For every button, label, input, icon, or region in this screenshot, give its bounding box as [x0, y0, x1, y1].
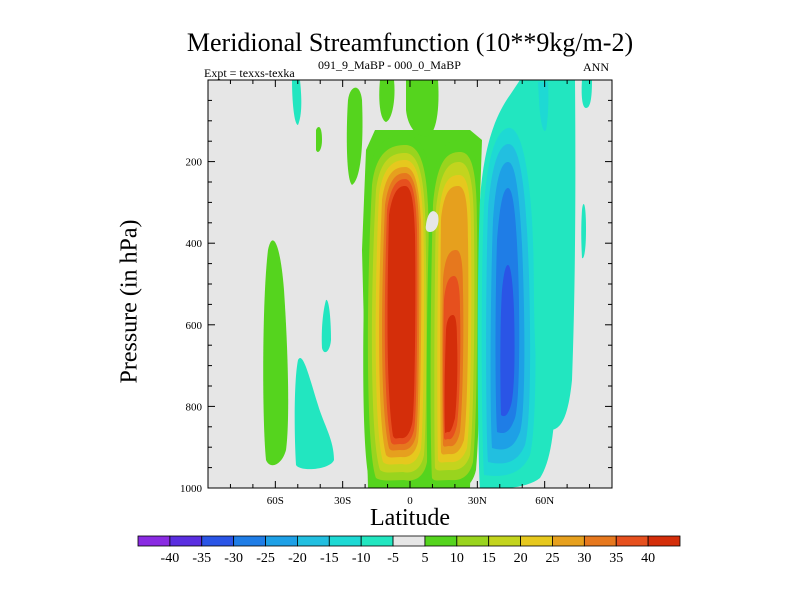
colorbar: -40 -35 -30 -25 -20 -15 -10 -5 5 10 15 20 25 30 35 40	[137, 535, 681, 566]
colorbar-swatch	[201, 535, 235, 547]
colorbar-label: -35	[192, 551, 211, 566]
colorbar-swatch	[552, 535, 585, 547]
colorbar-label: 10	[450, 551, 464, 566]
colorbar-swatch	[520, 535, 553, 547]
colorbar-label: -40	[161, 551, 180, 566]
colorbar-label: 40	[641, 551, 655, 566]
colorbar-label: 15	[482, 551, 496, 566]
contour-gap-bridge	[425, 211, 439, 232]
contour-blob-top-nh	[379, 80, 395, 122]
contour-blob-nh-80	[581, 204, 586, 259]
x-tick-label: 60N	[535, 495, 554, 507]
colorbar-swatch	[328, 535, 362, 547]
season-label: ANN	[583, 60, 609, 74]
colorbar-label: 35	[609, 551, 623, 566]
colorbar-swatch	[615, 535, 649, 547]
colorbar-swatch	[456, 535, 490, 547]
contour-band-central-40	[387, 186, 416, 439]
contour-band-east-10	[538, 82, 549, 131]
colorbar-swatch	[583, 535, 617, 547]
experiment-label: Expt = texxs-texka	[204, 66, 295, 80]
contour-blob-top-eq	[406, 80, 439, 137]
colorbar-label: -15	[320, 551, 339, 566]
y-axis-ticks: 200 400 600 800 1000	[180, 99, 612, 495]
y-tick-label: 600	[186, 320, 203, 332]
colorbar-label: -10	[352, 551, 371, 566]
contour-band-east-5	[530, 80, 576, 430]
contour-blob-top-sh	[292, 80, 302, 125]
colorbar-label: -5	[387, 551, 399, 566]
colorbar-label: -20	[288, 551, 307, 566]
chart-title: Meridional Streamfunction (10**9kg/m-2)	[186, 28, 634, 57]
colorbar-swatch	[169, 535, 203, 547]
contour-blob-sh-60	[263, 240, 289, 466]
colorbar-swatch	[424, 535, 458, 547]
colorbar-label: 5	[421, 551, 428, 566]
colorbar-swatch	[488, 535, 521, 547]
colorbar-swatch	[360, 535, 394, 547]
colorbar-swatch	[647, 535, 681, 547]
x-tick-label: 30S	[334, 495, 351, 507]
x-axis-ticks: 60S 30S 0 30N 60N	[229, 80, 591, 507]
colorbar-label: 20	[514, 551, 528, 566]
colorbar-swatch	[137, 535, 171, 547]
x-tick-label: 60S	[267, 495, 284, 507]
y-tick-label: 800	[186, 401, 203, 413]
colorbar-label: 30	[577, 551, 591, 566]
y-tick-label: 400	[186, 238, 203, 250]
x-axis-label: Latitude	[370, 505, 450, 531]
colorbar-swatch	[392, 535, 426, 547]
contour-fills	[263, 80, 592, 488]
y-tick-label: 200	[186, 157, 203, 169]
colorbar-swatch	[265, 535, 298, 547]
period-label: 091_9_MaBP - 000_0_MaBP	[318, 58, 461, 72]
colorbar-label: -30	[224, 551, 243, 566]
contour-blob-sh-40	[321, 299, 331, 353]
contour-blob-nh-polar	[581, 80, 592, 108]
contour-blob-sh-50	[294, 358, 334, 470]
colorbar-label: -25	[256, 551, 275, 566]
contour-band-negative-30	[500, 265, 515, 417]
colorbar-swatch	[297, 535, 330, 547]
x-tick-label: 0	[407, 495, 413, 507]
y-tick-label: 1000	[180, 483, 203, 495]
colorbar-label: 25	[545, 551, 559, 566]
x-tick-label: 30N	[468, 495, 487, 507]
contour-blob-top-sh-green	[316, 127, 322, 152]
colorbar-swatch	[233, 535, 266, 547]
contour-band-secondary-40	[444, 315, 458, 433]
contour-blob-upper-eq	[346, 87, 363, 185]
